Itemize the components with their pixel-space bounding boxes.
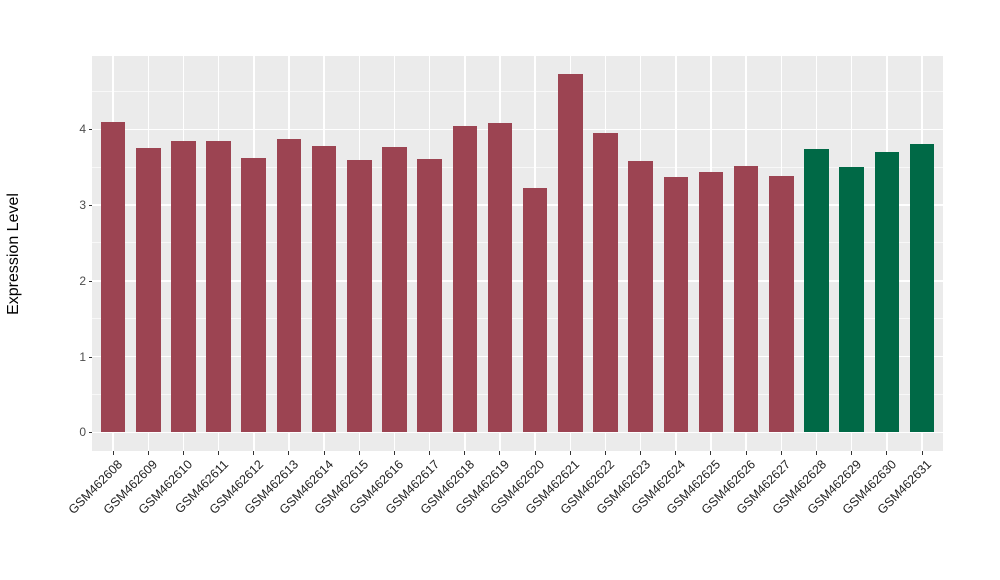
bar: [276, 139, 302, 433]
y-tick-label: 2: [79, 273, 86, 288]
y-major-gridline: [92, 355, 943, 358]
y-minor-gridline: [92, 166, 943, 168]
y-minor-gridline: [92, 90, 943, 92]
x-tick-mark: [253, 451, 255, 455]
y-tick-mark: [88, 280, 92, 282]
y-minor-gridline: [92, 318, 943, 320]
bar: [909, 144, 935, 433]
y-major-gridline: [92, 431, 943, 434]
x-tick-mark: [921, 451, 923, 455]
bar: [241, 158, 267, 433]
y-major-gridline: [92, 204, 943, 206]
x-tick-mark: [499, 451, 501, 455]
x-tick-mark: [710, 451, 712, 455]
x-tick-mark: [429, 451, 431, 455]
bar: [382, 147, 407, 433]
bar: [558, 74, 583, 433]
bar: [839, 167, 864, 433]
y-tick-mark: [88, 356, 92, 358]
bar: [135, 148, 161, 433]
x-tick-mark: [851, 451, 853, 455]
x-tick-mark: [816, 451, 817, 455]
x-tick-mark: [147, 451, 149, 455]
bar: [663, 177, 689, 433]
x-tick-mark: [886, 451, 888, 455]
bar: [804, 148, 829, 433]
x-tick-mark: [182, 451, 184, 455]
x-tick-mark: [569, 451, 571, 455]
bar: [417, 158, 442, 433]
bar: [206, 141, 231, 433]
y-minor-gridline: [92, 393, 943, 395]
bar: [733, 166, 759, 433]
x-tick-mark: [464, 451, 466, 455]
y-tick-label: 1: [79, 349, 86, 364]
y-tick-mark: [88, 432, 92, 434]
y-major-gridline: [92, 128, 943, 131]
y-tick-label: 3: [79, 198, 86, 213]
x-tick-mark: [358, 451, 360, 455]
y-axis-title: Expression Level: [5, 193, 22, 315]
x-tick-mark: [393, 451, 395, 455]
x-tick-mark: [534, 451, 536, 455]
bar: [698, 172, 724, 433]
x-tick-mark: [218, 451, 220, 455]
x-tick-mark: [604, 451, 606, 455]
bar: [487, 123, 513, 433]
x-tick-mark: [780, 451, 782, 455]
x-tick-mark: [640, 451, 642, 455]
bar: [593, 133, 618, 433]
y-minor-gridline: [92, 242, 943, 244]
y-tick-mark: [88, 129, 92, 131]
bar: [171, 140, 196, 433]
bar: [452, 126, 478, 433]
bar: [769, 176, 794, 433]
bar: [628, 161, 653, 433]
y-major-gridline: [92, 280, 943, 282]
x-tick-mark: [112, 451, 114, 455]
x-tick-mark: [288, 451, 290, 455]
bar: [522, 187, 548, 433]
bar: [100, 121, 126, 433]
x-tick-mark: [323, 451, 325, 455]
y-tick-mark: [88, 205, 92, 207]
x-tick-mark: [745, 451, 747, 455]
bar: [874, 152, 900, 433]
plot-panel: [92, 56, 943, 451]
y-tick-label: 0: [79, 425, 86, 440]
x-tick-mark: [675, 451, 677, 455]
bar: [346, 160, 372, 433]
bar: [311, 145, 337, 433]
y-tick-label: 4: [79, 122, 86, 137]
